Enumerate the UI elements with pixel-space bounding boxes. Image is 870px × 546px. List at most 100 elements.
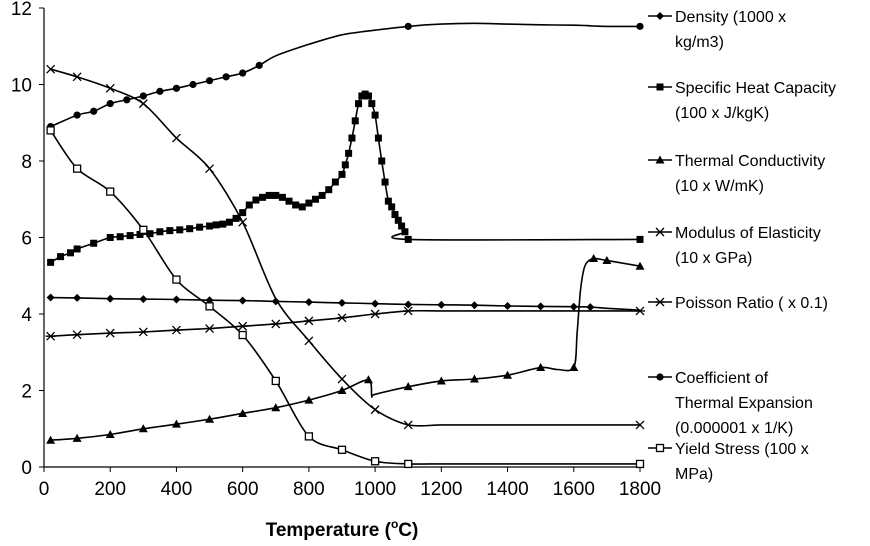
series-yield-stress-100-marker	[72, 164, 82, 173]
series-specific-heat-capacity-marker	[318, 191, 326, 199]
legend-thermal-conductivity-10-swatch-marker	[655, 155, 665, 164]
series-thermal-conductivity-10-marker	[436, 376, 446, 385]
series-coefficient-of-thermal-marker	[404, 22, 412, 30]
series-density-1000-x-marker	[437, 300, 446, 309]
series-specific-heat-capacity-marker	[285, 197, 293, 205]
legend-specific-heat-capacity-swatch-marker	[656, 83, 664, 91]
series-modulus-of-elasticity-marker	[304, 336, 314, 346]
legend-density-1000-x-swatch-marker	[656, 12, 664, 20]
series-yield-stress-100-marker	[635, 459, 645, 469]
x-tick-label: 400	[161, 479, 193, 500]
series-specific-heat-capacity-marker	[364, 92, 372, 100]
axes: 0 2 4 6 8 10 12 0 200 400 600 800 1000 1200 1400 1600 18…	[11, 0, 661, 500]
series-specific-heat-capacity-marker	[388, 203, 396, 211]
series-poisson-ratio-x	[45, 306, 645, 341]
series-specific-heat-capacity-marker	[345, 149, 353, 157]
series-specific-heat-capacity-marker	[325, 186, 333, 194]
series-specific-heat-capacity-marker	[374, 134, 382, 142]
series-coefficient-of-thermal-marker	[172, 84, 181, 92]
series-specific-heat-capacity-marker	[278, 193, 286, 201]
series-poisson-ratio-x-marker	[204, 324, 215, 333]
series-coefficient-of-thermal-marker	[156, 87, 164, 95]
series-specific-heat-capacity-marker	[272, 191, 280, 199]
series-specific-heat-capacity	[47, 90, 644, 266]
legend-coefficient-of-thermal-label: Thermal Expansion	[675, 395, 813, 412]
series-specific-heat-capacity-marker	[186, 225, 194, 233]
series-thermal-conductivity-10-marker	[337, 386, 347, 394]
series-specific-heat-capacity-marker	[394, 216, 402, 224]
series-coefficient-of-thermal-marker	[636, 22, 644, 30]
x-tick-label: 1600	[553, 479, 595, 500]
series-coefficient-of-thermal-marker	[222, 73, 230, 81]
legend-poisson-ratio-x-label: Poisson Ratio ( x 0.1)	[675, 295, 828, 312]
series-poisson-ratio-x-marker	[303, 316, 314, 326]
y-tick-label: 6	[21, 229, 32, 250]
legend-density-1000-x-label: Density (1000 x	[675, 9, 786, 26]
series-yield-stress-100-marker	[271, 376, 280, 386]
series-specific-heat-capacity-marker	[166, 227, 174, 235]
series-specific-heat-capacity-marker	[90, 239, 98, 247]
legend-density-1000-x: Density (1000 x kg/m3)	[648, 9, 786, 51]
series-coefficient-of-thermal-marker	[139, 92, 147, 100]
series-specific-heat-capacity-marker	[312, 195, 320, 203]
series-specific-heat-capacity-marker	[206, 222, 214, 230]
series-poisson-ratio-x-marker	[370, 309, 381, 319]
series-specific-heat-capacity-marker	[232, 214, 240, 222]
series-density-1000-x-marker	[569, 302, 578, 311]
series-yield-stress-100-line	[49, 129, 640, 465]
series-specific-heat-capacity-marker	[66, 249, 74, 257]
series-modulus-of-elasticity-marker	[171, 133, 181, 143]
series-modulus-of-elasticity-marker	[635, 420, 645, 430]
series-specific-heat-capacity-marker	[212, 221, 220, 229]
x-tick-label: 200	[94, 479, 126, 500]
series-thermal-conductivity-10-marker	[602, 255, 612, 264]
series-coefficient-of-thermal-marker	[189, 80, 197, 89]
series-yield-stress-100-marker	[172, 275, 181, 284]
series-modulus-of-elasticity-marker	[403, 420, 413, 430]
series-coefficient-of-thermal-marker	[205, 77, 214, 85]
legend: Density (1000 x kg/m3) Specific Heat Capac…	[648, 9, 836, 483]
series-yield-stress-100-marker	[370, 457, 380, 466]
series-thermal-conductivity-10-marker	[171, 419, 181, 428]
x-tick-label: 1800	[619, 479, 661, 500]
series-coefficient-of-thermal-line	[50, 22, 640, 128]
series-poisson-ratio-x-marker	[635, 306, 645, 316]
legend-yield-stress-100: Yield Stress (100 x MPa)	[648, 441, 809, 483]
series-specific-heat-capacity-marker	[126, 232, 134, 240]
series-specific-heat-capacity-marker	[368, 100, 376, 108]
series-density-1000-x-marker	[73, 293, 82, 302]
y-tick-label: 10	[11, 76, 32, 97]
series-specific-heat-capacity-marker	[47, 258, 55, 266]
series-specific-heat-capacity-marker	[401, 228, 409, 236]
legend-thermal-conductivity-10: Thermal Conductivity (10 x W/mK)	[648, 153, 825, 195]
x-tick-label: 1200	[420, 479, 462, 500]
legend-coefficient-of-thermal: Coefficient of Thermal Expansion (0.000001…	[648, 370, 813, 437]
y-tick-label: 8	[21, 152, 32, 173]
legend-specific-heat-capacity-label: Specific Heat Capacity	[675, 80, 836, 97]
series-coefficient-of-thermal-marker	[106, 100, 114, 108]
series-specific-heat-capacity-marker	[265, 191, 273, 199]
series-poisson-ratio-x-marker	[237, 321, 248, 331]
series-density-1000-x-marker	[536, 302, 545, 311]
x-tick-label: 0	[39, 479, 50, 500]
series-coefficient-of-thermal-marker	[90, 107, 98, 115]
series-specific-heat-capacity-marker	[156, 228, 164, 236]
series-poisson-ratio-x-marker	[138, 327, 149, 337]
series-specific-heat-capacity-marker	[341, 161, 349, 169]
series-density-1000-x-marker	[404, 300, 413, 309]
y-tick-label: 4	[21, 305, 32, 326]
series-thermal-conductivity-10-marker	[105, 429, 115, 438]
series-specific-heat-capacity-marker	[384, 197, 392, 205]
legend-thermal-conductivity-10-label: Thermal Conductivity	[675, 153, 825, 170]
series-yield-stress-100-marker	[404, 459, 413, 469]
series-density-1000-x-marker	[238, 296, 247, 305]
series-thermal-conductivity-10-marker	[569, 363, 579, 372]
series-specific-heat-capacity-marker	[106, 234, 114, 241]
series-specific-heat-capacity-marker	[338, 170, 346, 178]
series-specific-heat-capacity-marker	[252, 196, 260, 204]
legend-coefficient-of-thermal-label: Coefficient of	[675, 370, 769, 387]
series-specific-heat-capacity-marker	[219, 220, 227, 228]
series-specific-heat-capacity-marker	[371, 111, 379, 119]
series-specific-heat-capacity-marker	[146, 230, 154, 238]
